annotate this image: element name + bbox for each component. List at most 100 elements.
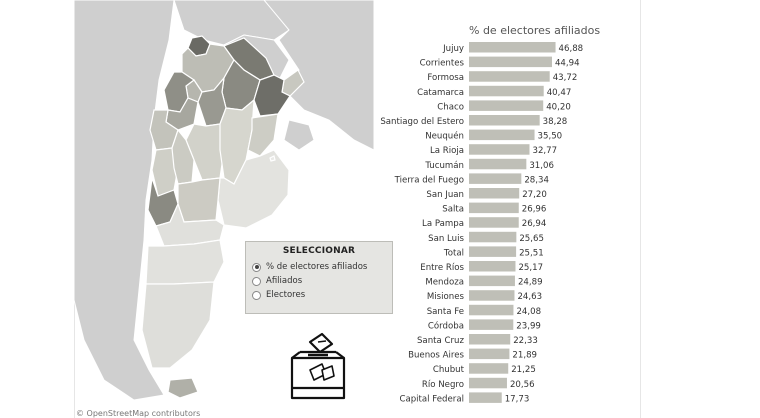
map-attribution: © OpenStreetMap contributors xyxy=(76,409,201,418)
neighbor-country-chile xyxy=(74,0,175,401)
value-label: 31,06 xyxy=(529,161,554,171)
bar[interactable] xyxy=(469,217,519,228)
value-label: 32,77 xyxy=(533,146,558,156)
category-label: Total xyxy=(443,248,464,258)
bar[interactable] xyxy=(469,202,519,214)
province-capital-federal[interactable] xyxy=(269,155,276,162)
bar[interactable] xyxy=(469,334,511,345)
province-chubut[interactable] xyxy=(145,239,225,285)
bar[interactable] xyxy=(469,173,522,184)
bar[interactable] xyxy=(469,377,507,389)
category-label: Chaco xyxy=(437,102,464,112)
bar[interactable] xyxy=(469,100,544,111)
option-label: % de electores afiliados xyxy=(266,262,368,272)
category-label: Capital Federal xyxy=(399,394,464,404)
radio-icon[interactable] xyxy=(252,290,261,300)
radio-icon-selected[interactable] xyxy=(252,262,261,272)
category-label: Córdoba xyxy=(428,320,464,331)
value-label: 21,25 xyxy=(511,365,536,375)
value-label: 38,28 xyxy=(543,117,568,127)
province-rio-negro[interactable] xyxy=(155,202,225,247)
category-label: Corrientes xyxy=(420,59,465,69)
value-label: 43,72 xyxy=(553,73,578,83)
option-label: Electores xyxy=(266,290,306,300)
bar[interactable] xyxy=(469,158,527,170)
neighbor-country-brazil xyxy=(263,0,374,151)
bar[interactable] xyxy=(469,115,540,126)
right-frame-line xyxy=(640,0,641,418)
bar[interactable] xyxy=(469,129,535,141)
value-label: 35,50 xyxy=(538,132,563,142)
category-label: Buenos Aires xyxy=(408,351,464,361)
value-label: 26,94 xyxy=(522,219,547,229)
bar[interactable] xyxy=(469,319,514,330)
bar[interactable] xyxy=(469,392,502,403)
value-label: 26,96 xyxy=(522,205,547,215)
bar-chart: % de electores afiliados Jujuy 46,88 Corri… xyxy=(380,24,600,404)
category-label: Salta xyxy=(442,205,464,215)
bar[interactable] xyxy=(469,304,514,316)
category-label: Entre Ríos xyxy=(420,263,464,273)
value-label: 20,56 xyxy=(510,380,535,390)
category-label: Neuquén xyxy=(425,131,464,142)
value-label: 46,88 xyxy=(559,44,584,54)
value-label: 28,34 xyxy=(524,175,549,185)
province-la-pampa[interactable] xyxy=(177,177,221,223)
bar[interactable] xyxy=(469,290,515,301)
value-label: 23,99 xyxy=(516,321,541,331)
bar[interactable] xyxy=(469,56,552,68)
bar[interactable] xyxy=(469,246,517,257)
neighbor-country-uruguay xyxy=(283,119,315,151)
category-label: La Rioja xyxy=(430,146,464,156)
value-label: 25,51 xyxy=(519,248,544,258)
category-label: Santiago del Estero xyxy=(380,117,464,127)
chart-title: % de electores afiliados xyxy=(469,24,600,37)
option-percent-affiliated[interactable]: % de electores afiliados xyxy=(246,260,392,274)
bar[interactable] xyxy=(469,42,556,53)
bar[interactable] xyxy=(469,363,509,374)
category-label: Santa Cruz xyxy=(417,336,465,346)
value-label: 40,47 xyxy=(547,88,572,98)
province-corrientes[interactable] xyxy=(253,74,291,117)
value-label: 21,89 xyxy=(512,351,537,361)
category-label: San Juan xyxy=(426,190,464,200)
category-label: La Pampa xyxy=(422,219,464,229)
category-label: Río Negro xyxy=(422,380,464,390)
option-voters[interactable]: Electores xyxy=(246,288,392,302)
category-label: Misiones xyxy=(427,292,465,302)
option-affiliated[interactable]: Afiliados xyxy=(246,274,392,288)
bar[interactable] xyxy=(469,231,517,243)
province-santa-cruz[interactable] xyxy=(141,281,215,369)
category-label: Tucumán xyxy=(424,161,464,171)
category-label: Jujuy xyxy=(442,44,464,54)
selector-panel: SELECCIONAR % de electores afiliados Afi… xyxy=(245,241,393,314)
value-label: 25,17 xyxy=(518,263,543,273)
argentina-map[interactable] xyxy=(74,0,374,418)
bar[interactable] xyxy=(469,71,550,82)
ballot-box-icon xyxy=(290,332,346,400)
bars-layer: Jujuy 46,88 Corrientes 44,94 Formosa 43,72 Cat… xyxy=(380,42,583,404)
province-tierra-del-fuego[interactable] xyxy=(167,377,199,399)
bar[interactable] xyxy=(469,275,515,287)
bar[interactable] xyxy=(469,348,510,360)
category-label: Santa Fe xyxy=(427,307,464,317)
category-label: Tierra del Fuego xyxy=(394,175,464,185)
value-label: 25,65 xyxy=(519,234,544,244)
bar[interactable] xyxy=(469,261,516,272)
bar[interactable] xyxy=(469,144,530,155)
value-label: 27,20 xyxy=(522,190,547,200)
radio-icon[interactable] xyxy=(252,276,261,286)
value-label: 44,94 xyxy=(555,59,580,69)
category-label: Catamarca xyxy=(417,88,464,98)
category-label: Formosa xyxy=(427,73,464,83)
value-label: 24,08 xyxy=(516,307,541,317)
value-label: 40,20 xyxy=(546,102,571,112)
value-label: 24,89 xyxy=(518,278,543,288)
category-label: Mendoza xyxy=(425,278,464,288)
selector-title: SELECCIONAR xyxy=(282,246,356,256)
value-label: 17,73 xyxy=(505,394,530,404)
value-label: 24,63 xyxy=(517,292,542,302)
bar[interactable] xyxy=(469,85,544,97)
category-label: San Luis xyxy=(428,234,464,244)
bar[interactable] xyxy=(469,188,520,199)
